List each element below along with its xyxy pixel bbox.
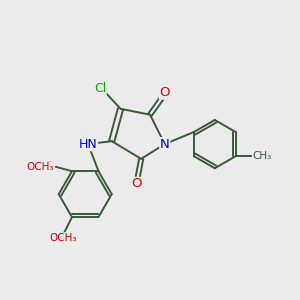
Text: OCH₃: OCH₃ bbox=[50, 233, 77, 243]
Text: O: O bbox=[131, 177, 142, 190]
Text: HN: HN bbox=[79, 138, 98, 151]
Text: N: N bbox=[160, 138, 169, 151]
Text: O: O bbox=[44, 160, 54, 173]
Text: O: O bbox=[160, 86, 170, 99]
Text: OCH₃: OCH₃ bbox=[27, 162, 54, 172]
Text: CH₃: CH₃ bbox=[253, 151, 272, 161]
Text: Cl: Cl bbox=[94, 82, 106, 95]
